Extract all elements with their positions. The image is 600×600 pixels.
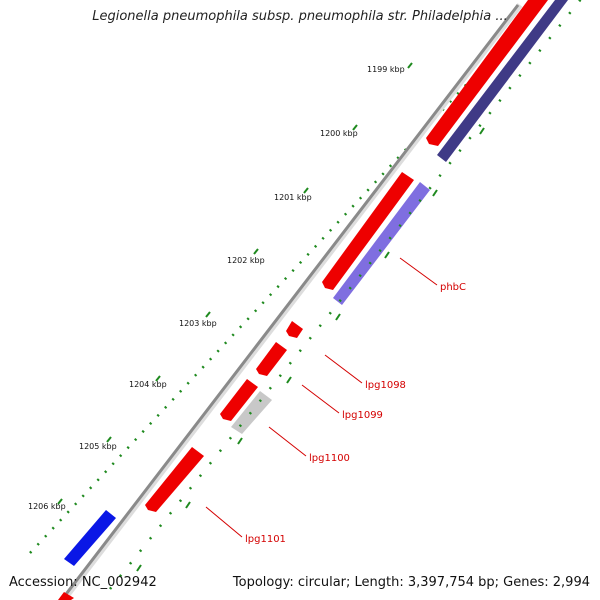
tick-1200 xyxy=(352,124,358,131)
inner-tick-6 xyxy=(237,437,243,445)
gene-label-lpg1098: lpg1098 xyxy=(365,380,406,391)
gene-label-lpg1100: lpg1100 xyxy=(309,453,350,464)
tick-1205 xyxy=(106,436,112,443)
leader-lpg1099 xyxy=(301,384,340,414)
gene-forward-top xyxy=(426,0,548,146)
tick-label-1201: 1201 kbp xyxy=(274,193,312,202)
accession-text: Accession: NC_002942 xyxy=(9,575,157,590)
gene-forward-bottom xyxy=(58,592,74,600)
genome-summary: Topology: circular; Length: 3,397,754 bp… xyxy=(232,575,590,590)
gene-label-lpg1101: lpg1101 xyxy=(245,534,286,545)
map-title: Legionella pneumophila subsp. pneumophil… xyxy=(92,9,508,24)
tick-label-1206: 1206 kbp xyxy=(28,502,66,511)
leader-lpg1101 xyxy=(205,506,243,538)
inner-tick-1 xyxy=(479,127,485,135)
backbone xyxy=(59,4,520,600)
tick-1202 xyxy=(253,248,259,255)
tick-label-1203: 1203 kbp xyxy=(179,319,217,328)
leader-phbC xyxy=(399,257,438,286)
gene-phbC xyxy=(333,182,430,305)
inner-tick-7 xyxy=(185,501,191,509)
gene-lpg1101 xyxy=(145,447,204,512)
tick-1201 xyxy=(303,187,309,194)
gene-label-phbC: phbC xyxy=(440,282,466,293)
tick-label-1202: 1202 kbp xyxy=(227,256,265,265)
tick-label-1204: 1204 kbp xyxy=(129,380,167,389)
inner-tick-4 xyxy=(335,313,341,321)
backbone-shadow xyxy=(59,3,523,600)
gene-forward-long xyxy=(322,172,414,290)
gene-reverse-dark xyxy=(437,0,568,162)
tick-1206 xyxy=(57,498,63,505)
gene-blue xyxy=(64,510,116,566)
gene-lpg1098 xyxy=(286,321,303,338)
gene-lpg1099 xyxy=(256,342,287,376)
tick-1204 xyxy=(155,375,161,382)
inner-tick-5 xyxy=(286,376,292,384)
gene-label-lpg1099: lpg1099 xyxy=(342,410,383,421)
inner-tick-8 xyxy=(136,564,142,572)
inner-tick-3 xyxy=(384,251,390,259)
tick-1203 xyxy=(205,311,211,318)
leader-lpg1100 xyxy=(268,426,307,457)
tick-label-1199: 1199 kbp xyxy=(367,65,405,74)
tick-label-1200: 1200 kbp xyxy=(320,129,358,138)
tick-label-1205: 1205 kbp xyxy=(79,442,117,451)
tick-1199 xyxy=(407,62,413,69)
inner-tick-2 xyxy=(432,189,438,197)
gene-lpg1100 xyxy=(231,391,272,434)
gene-forward-mid xyxy=(220,379,258,421)
leader-lpg1098 xyxy=(324,354,363,384)
